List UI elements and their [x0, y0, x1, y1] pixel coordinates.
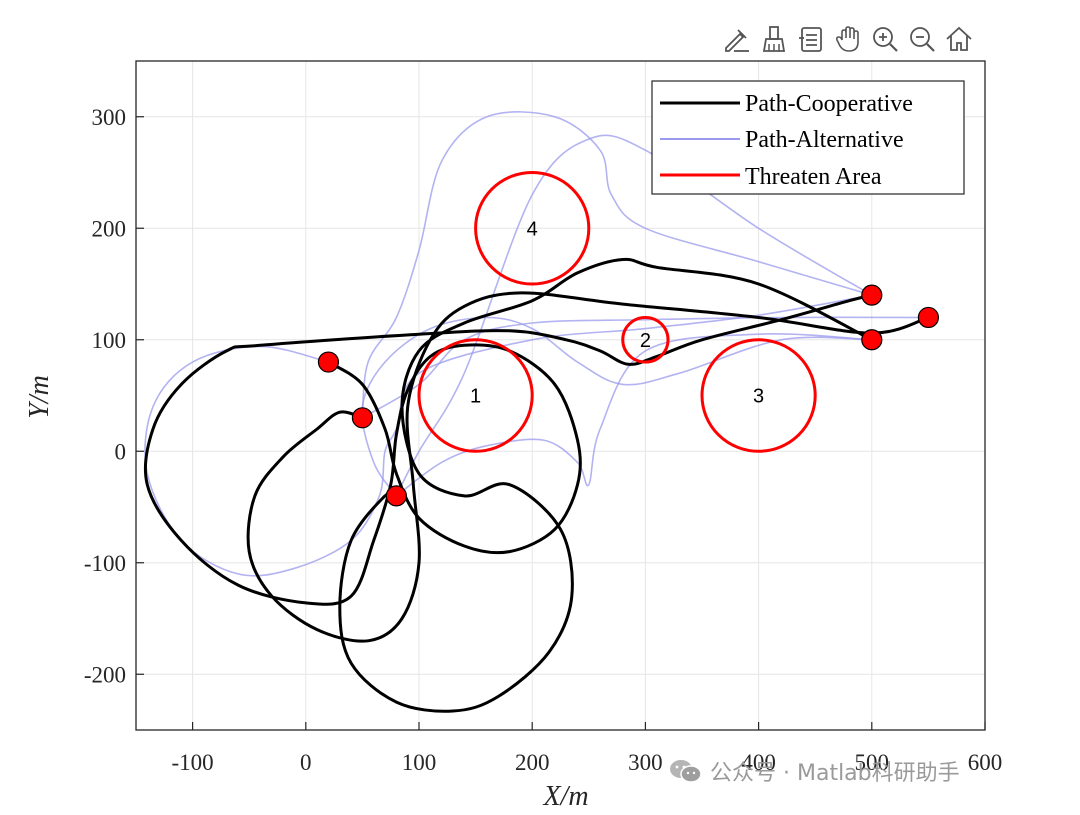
x-tick-label: 0 [300, 750, 312, 775]
target-point-3 [861, 329, 883, 351]
axes-box [135, 60, 986, 731]
alternative-path-5 [361, 111, 873, 419]
legend-label-threat: Threaten Area [745, 164, 882, 190]
annotate-button[interactable] [720, 22, 754, 56]
threat-area-3 [700, 338, 817, 453]
y-tick-label: 300 [92, 105, 127, 130]
data-tips-button[interactable] [794, 22, 828, 56]
threat-area-label-4: 4 [527, 218, 538, 240]
cooperative-path-2 [246, 291, 930, 643]
threat-area-label-3: 3 [753, 386, 764, 408]
legend-label-alternative: Path-Alternative [745, 127, 904, 153]
cooperative-path-1 [143, 293, 874, 606]
cooperative-paths [143, 257, 930, 713]
threat-area-4 [474, 171, 591, 286]
figure-toolbar [720, 22, 976, 58]
data-tips-icon [799, 27, 822, 52]
uav-points [317, 284, 940, 507]
watermark-text: 公众号 · Matlab科研助手 [710, 761, 960, 786]
start-point-3 [385, 485, 407, 507]
annotate-icon [725, 29, 749, 52]
threat-area-1 [417, 338, 534, 453]
brush-button[interactable] [757, 22, 791, 56]
y-axis-title: Y/m [24, 375, 55, 419]
y-tick-label: -100 [84, 551, 126, 576]
wechat-icon [670, 760, 702, 783]
alternative-paths [144, 111, 930, 577]
y-tick-label: 200 [92, 216, 127, 241]
x-tick-label: 300 [628, 750, 663, 775]
legend: Path-Cooperative Path-Alternative Threat… [651, 80, 965, 195]
x-tick-label: 500 [855, 750, 890, 775]
zoom-out-button[interactable] [905, 22, 939, 56]
threat-area-label-2: 2 [640, 330, 651, 352]
zoom-out-icon [910, 27, 935, 52]
home-icon [946, 26, 972, 51]
pan-icon [835, 26, 859, 52]
alternative-path-1 [144, 294, 873, 577]
target-point-1 [861, 284, 883, 306]
start-point-2 [351, 407, 373, 429]
legend-label-cooperative: Path-Cooperative [745, 91, 913, 117]
y-tick-label: 100 [92, 328, 127, 353]
alternative-path-6 [395, 134, 873, 497]
threat-area-2 [621, 315, 670, 364]
threat-areas: 1 2 3 4 [417, 171, 817, 453]
watermark: 公众号 · Matlab科研助手 [668, 755, 960, 787]
threat-area-label-1: 1 [470, 386, 481, 408]
home-button[interactable] [942, 22, 976, 56]
axis-ticks: -100 0 100 200 300 400 500 600 -200 -100 0 100 200 30… [84, 105, 1002, 775]
zoom-in-icon [873, 27, 898, 52]
brush-icon [762, 26, 786, 52]
x-tick-label: 100 [402, 750, 437, 775]
start-point-1 [317, 351, 340, 373]
pan-button[interactable] [831, 22, 865, 56]
x-axis-title: X/m [542, 781, 588, 812]
target-point-2 [917, 306, 940, 329]
y-tick-label: 0 [115, 439, 127, 464]
x-tick-label: 200 [515, 750, 550, 775]
zoom-in-button[interactable] [868, 22, 902, 56]
cooperative-path-3 [338, 257, 874, 713]
y-tick-label: -200 [84, 662, 126, 687]
x-tick-label: 400 [741, 750, 776, 775]
x-tick-label: -100 [172, 750, 214, 775]
x-tick-label: 600 [968, 750, 1003, 775]
